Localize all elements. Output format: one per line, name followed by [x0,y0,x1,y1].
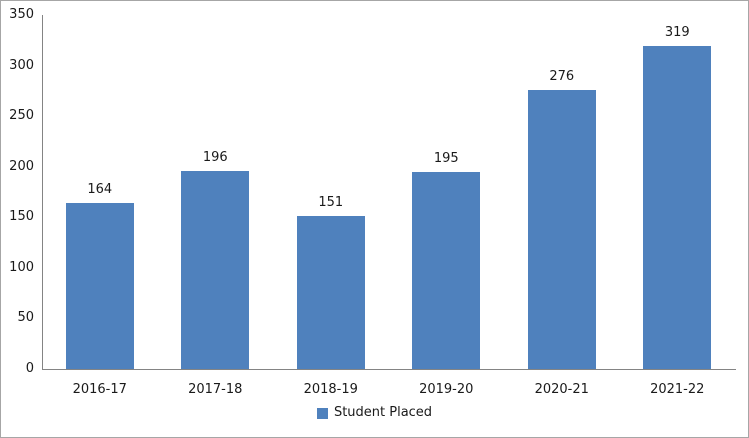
x-tick-label: 2020-21 [534,382,589,397]
y-tick-label: 50 [17,310,34,326]
bar-2018-19 [296,216,365,369]
bar-2019-20 [412,171,481,369]
x-tick-label: 2017-18 [188,382,243,397]
y-tick-label: 150 [9,209,34,225]
bar-2016-17 [65,203,134,369]
y-tick-label: 250 [9,108,34,124]
bar-2017-18 [181,170,250,369]
x-tick-label: 2019-20 [419,382,474,397]
legend-label: Student Placed [333,405,433,420]
y-tick-label: 100 [9,259,34,275]
data-label: 276 [549,68,575,84]
y-tick-label: 350 [9,7,34,22]
x-tick-label: 2016-17 [72,382,127,397]
data-label: 196 [202,149,228,165]
data-label: 151 [318,195,344,211]
bar-2021-22 [643,46,712,369]
data-label: 164 [87,182,113,198]
y-axis-line [42,15,43,370]
bar-2020-21 [527,89,596,369]
legend: Student Placed [1,405,748,421]
y-tick-label: 0 [25,361,34,376]
x-axis-line [42,369,736,370]
data-label: 195 [433,150,459,166]
y-tick-label: 200 [9,158,34,174]
x-tick-label: 2021-22 [650,382,705,397]
y-tick-label: 300 [9,57,34,73]
data-label: 319 [664,25,690,41]
legend-marker-student-placed [316,407,328,419]
x-tick-label: 2018-19 [303,382,358,397]
